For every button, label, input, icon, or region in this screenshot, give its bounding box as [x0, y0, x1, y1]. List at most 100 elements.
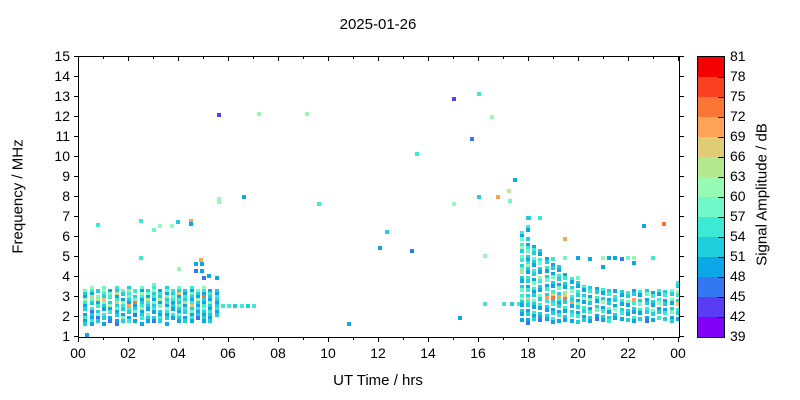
- data-point: [145, 301, 150, 305]
- data-point: [625, 291, 630, 295]
- colorbar-tick: [718, 97, 724, 98]
- data-point: [127, 316, 131, 320]
- data-point: [550, 281, 555, 285]
- data-point: [157, 224, 162, 228]
- data-point: [519, 237, 524, 241]
- data-point: [613, 295, 618, 299]
- data-point: [114, 292, 119, 296]
- data-point: [600, 300, 605, 304]
- data-point: [569, 304, 574, 308]
- axis-tick: [328, 56, 329, 61]
- x-axis-label: UT Time / hrs: [333, 372, 423, 389]
- data-point: [544, 269, 549, 273]
- data-point: [557, 277, 561, 281]
- data-point: [183, 307, 188, 311]
- axis-tick: [74, 136, 78, 137]
- data-point: [83, 298, 88, 302]
- data-point: [519, 258, 524, 262]
- data-point: [120, 298, 125, 302]
- x-axis-tick-label: 18: [520, 345, 536, 361]
- data-point: [582, 288, 586, 292]
- y-axis-label: Frequency / MHz: [9, 139, 27, 254]
- axis-tick: [303, 56, 304, 59]
- data-point: [644, 310, 649, 314]
- colorbar-tick-label: 75: [730, 88, 746, 104]
- data-point: [550, 311, 555, 315]
- data-point: [644, 301, 649, 305]
- data-point: [669, 301, 674, 305]
- axis-tick: [78, 337, 79, 342]
- data-point: [563, 282, 568, 286]
- data-point: [675, 281, 679, 285]
- data-point: [588, 310, 593, 314]
- colorbar-segment: [698, 317, 724, 337]
- data-point: [177, 295, 181, 299]
- data-point: [550, 293, 555, 297]
- data-point: [120, 304, 125, 308]
- data-point: [120, 313, 125, 317]
- data-point: [208, 289, 213, 293]
- axis-tick: [74, 156, 78, 157]
- data-point: [509, 302, 514, 306]
- data-point: [102, 286, 106, 290]
- data-point: [183, 304, 188, 308]
- data-point: [588, 307, 593, 311]
- data-point: [600, 256, 605, 260]
- data-point: [102, 313, 106, 317]
- data-point: [139, 295, 144, 299]
- data-point: [206, 274, 211, 278]
- data-point: [102, 301, 106, 305]
- data-point: [607, 316, 611, 320]
- data-point: [102, 298, 106, 302]
- data-point: [158, 295, 163, 299]
- data-point: [619, 317, 624, 321]
- data-point: [663, 290, 668, 294]
- data-point: [169, 224, 174, 228]
- data-point: [202, 289, 206, 293]
- data-point: [189, 319, 194, 323]
- data-point: [114, 304, 119, 308]
- data-point: [532, 248, 536, 252]
- data-point: [625, 256, 630, 260]
- data-point: [519, 276, 524, 280]
- colorbar-tick-label: 51: [730, 248, 746, 264]
- colorbar-tick-label: 48: [730, 268, 746, 284]
- data-point: [208, 295, 213, 299]
- axis-tick: [353, 337, 354, 340]
- data-point: [158, 319, 163, 323]
- axis-tick: [74, 236, 78, 237]
- data-point: [650, 303, 655, 307]
- data-point: [133, 307, 138, 311]
- chart-title: 2025-01-26: [339, 16, 417, 33]
- axis-tick: [578, 56, 579, 61]
- data-point: [158, 292, 163, 296]
- data-point: [127, 304, 131, 308]
- data-point: [632, 261, 636, 265]
- data-point: [638, 299, 643, 303]
- data-point: [657, 310, 661, 314]
- x-axis-tick-label: 04: [170, 345, 186, 361]
- data-point: [525, 264, 530, 268]
- data-point: [195, 304, 200, 308]
- data-point: [657, 316, 661, 320]
- data-point: [139, 307, 144, 311]
- data-point: [139, 316, 144, 320]
- axis-tick: [103, 337, 104, 340]
- data-point: [114, 298, 119, 302]
- axis-tick: [178, 337, 179, 342]
- data-point: [575, 311, 580, 315]
- data-point: [519, 267, 524, 271]
- data-point: [138, 256, 143, 260]
- data-point: [669, 292, 674, 296]
- data-point: [202, 298, 206, 302]
- data-point: [563, 318, 568, 322]
- data-point: [550, 317, 555, 321]
- data-point: [176, 267, 181, 271]
- data-point: [152, 286, 156, 290]
- data-point: [563, 237, 568, 241]
- data-point: [638, 308, 643, 312]
- data-point: [89, 313, 94, 317]
- data-point: [625, 309, 630, 313]
- data-point: [139, 304, 144, 308]
- data-point: [513, 178, 518, 182]
